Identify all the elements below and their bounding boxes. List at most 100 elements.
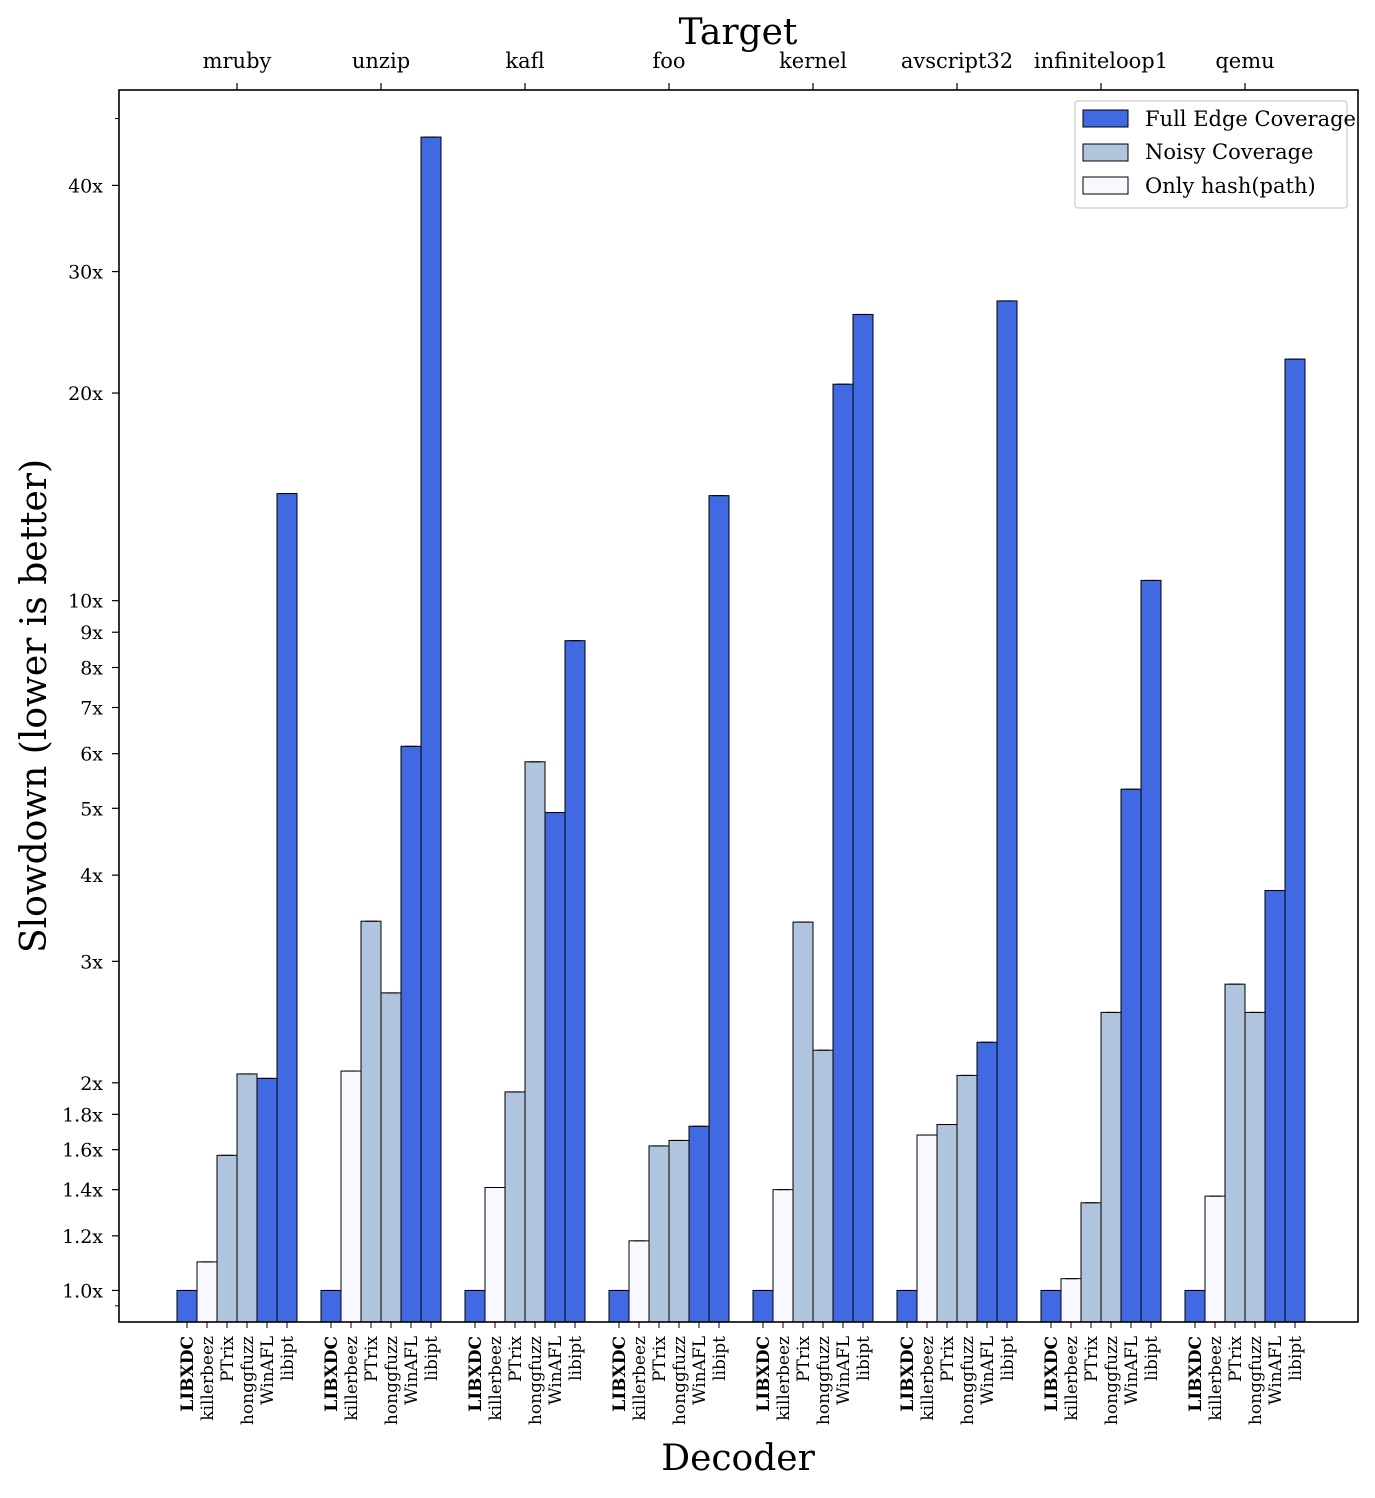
bar-kafl-honggfuzz — [524, 761, 546, 1323]
decoder-label: libipt — [998, 1336, 1018, 1381]
bar-unzip-LIBXDC — [320, 1289, 342, 1323]
decoder-label: PTrix — [1226, 1336, 1246, 1382]
bar-kafl-killerbeez — [484, 1187, 506, 1323]
bar-unzip-honggfuzz — [380, 992, 402, 1323]
decoder-label: libipt — [278, 1336, 298, 1381]
y-tick-label: 9x — [80, 622, 103, 644]
bar-mruby-WinAFL — [256, 1077, 278, 1323]
decoder-label: killerbeez — [342, 1336, 362, 1421]
decoder-label: LIBXDC — [178, 1336, 198, 1412]
bar-kernel-PTrix — [792, 921, 814, 1323]
decoder-label: killerbeez — [198, 1336, 218, 1421]
legend-label-hash: Only hash(path) — [1145, 174, 1316, 198]
bar-kafl-libipt — [564, 640, 586, 1323]
bar-infiniteloop1-killerbeez — [1060, 1278, 1082, 1323]
decoder-label: killerbeez — [1206, 1336, 1226, 1421]
bar-unzip-killerbeez — [340, 1070, 362, 1323]
decoder-label: libipt — [710, 1336, 730, 1381]
bar-qemu-PTrix — [1224, 983, 1246, 1323]
bar-avscript32-LIBXDC — [896, 1289, 918, 1323]
y-tick-label: 3x — [80, 951, 103, 973]
target-label: avscript32 — [901, 49, 1013, 73]
decoder-label: PTrix — [218, 1336, 238, 1382]
decoder-label: WinAFL — [402, 1336, 422, 1405]
bar-kafl-LIBXDC — [464, 1289, 486, 1323]
y-tick-label: 5x — [80, 798, 103, 820]
bar-infiniteloop1-WinAFL — [1120, 788, 1142, 1323]
bar-foo-killerbeez — [628, 1240, 650, 1323]
y-tick-label: 8x — [80, 658, 103, 680]
bar-mruby-PTrix — [216, 1154, 238, 1323]
decoder-label: honggfuzz — [670, 1336, 690, 1425]
bar-kernel-WinAFL — [832, 383, 854, 1323]
bar-qemu-WinAFL — [1264, 890, 1286, 1323]
decoder-label: WinAFL — [1122, 1336, 1142, 1405]
target-label: kafl — [505, 49, 544, 73]
decoder-label: LIBXDC — [754, 1336, 774, 1412]
x-axis-title: Decoder — [661, 1438, 815, 1479]
legend-swatch-full — [1082, 109, 1129, 128]
decoder-label: killerbeez — [774, 1336, 794, 1421]
decoder-label: killerbeez — [486, 1336, 506, 1421]
target-label: foo — [652, 49, 685, 73]
decoder-label: LIBXDC — [610, 1336, 630, 1412]
bar-avscript32-WinAFL — [976, 1041, 998, 1323]
decoder-label: honggfuzz — [238, 1336, 258, 1425]
bar-mruby-honggfuzz — [236, 1073, 258, 1323]
decoder-label: LIBXDC — [322, 1336, 342, 1412]
y-tick-label: 1.0x — [62, 1280, 103, 1302]
bar-unzip-libipt — [420, 136, 442, 1323]
bottom-axis: LIBXDC killerbeez PTrix honggfuzz WinAFL libi… — [178, 1322, 1306, 1425]
decoder-label: honggfuzz — [958, 1336, 978, 1425]
bar-kafl-WinAFL — [544, 812, 566, 1323]
y-tick-label: 7x — [80, 698, 103, 720]
y-tick-label: 4x — [80, 865, 103, 887]
target-label: infiniteloop1 — [1034, 49, 1168, 73]
y-axis-title: Slowdown (lower is better) — [14, 459, 55, 953]
decoder-label: WinAFL — [546, 1336, 566, 1405]
y-tick-label: 2x — [80, 1073, 103, 1095]
bar-mruby-killerbeez — [196, 1261, 218, 1323]
decoder-label: killerbeez — [630, 1336, 650, 1421]
decoder-label: PTrix — [1082, 1336, 1102, 1382]
bar-foo-LIBXDC — [608, 1289, 630, 1323]
decoder-label: LIBXDC — [1186, 1336, 1206, 1412]
decoder-label: libipt — [1142, 1336, 1162, 1381]
bar-kernel-honggfuzz — [812, 1049, 834, 1323]
bar-foo-honggfuzz — [668, 1139, 690, 1323]
decoder-label: honggfuzz — [1246, 1336, 1266, 1425]
decoder-label: PTrix — [794, 1336, 814, 1382]
bar-mruby-libipt — [276, 493, 298, 1323]
bar-qemu-libipt — [1284, 358, 1306, 1323]
decoder-label: libipt — [422, 1336, 442, 1381]
y-tick-label: 1.4x — [62, 1180, 103, 1202]
bar-avscript32-killerbeez — [916, 1134, 938, 1323]
bar-qemu-killerbeez — [1204, 1195, 1226, 1323]
decoder-label: WinAFL — [258, 1336, 278, 1405]
bar-kernel-LIBXDC — [752, 1289, 774, 1323]
decoder-label: WinAFL — [978, 1336, 998, 1405]
y-tick-label: 1.8x — [62, 1104, 103, 1126]
y-tick-label: 1.2x — [62, 1226, 103, 1248]
legend-label-noisy: Noisy Coverage — [1145, 140, 1313, 164]
decoder-label: killerbeez — [918, 1336, 938, 1421]
bar-kafl-PTrix — [504, 1091, 526, 1323]
bar-qemu-honggfuzz — [1244, 1011, 1266, 1323]
decoder-label: honggfuzz — [814, 1336, 834, 1425]
bar-foo-PTrix — [648, 1145, 670, 1323]
decoder-label: libipt — [854, 1336, 874, 1381]
decoder-label: honggfuzz — [526, 1336, 546, 1425]
decoder-label: LIBXDC — [466, 1336, 486, 1412]
decoder-label: libipt — [1286, 1336, 1306, 1381]
bar-infiniteloop1-LIBXDC — [1040, 1289, 1062, 1323]
legend-swatch-hash — [1082, 176, 1129, 195]
target-label: mruby — [203, 49, 272, 73]
y-tick-label: 1.6x — [62, 1140, 103, 1162]
bar-infiniteloop1-PTrix — [1080, 1202, 1102, 1323]
target-label: kernel — [779, 49, 847, 73]
decoder-label: libipt — [566, 1336, 586, 1381]
bar-foo-libipt — [708, 495, 730, 1323]
y-tick-label: 6x — [80, 744, 103, 766]
bar-avscript32-honggfuzz — [956, 1074, 978, 1323]
